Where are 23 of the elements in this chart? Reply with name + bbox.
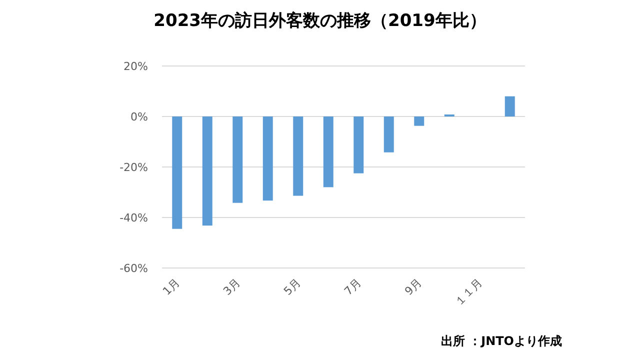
x-tick-label: 9月: [402, 276, 424, 298]
y-tick-label: -60%: [120, 262, 148, 275]
x-tick-label: 7月: [342, 276, 364, 298]
y-tick-label: -20%: [120, 161, 148, 174]
bar: [384, 116, 394, 152]
bar: [354, 116, 364, 174]
bar: [504, 96, 515, 116]
x-tick-label: 3月: [220, 276, 243, 298]
bar: [232, 116, 243, 203]
y-tick-label: -40%: [120, 212, 148, 224]
text: 出所 ：JNTOより作成: [440, 334, 562, 348]
bar: [414, 116, 424, 126]
x-tick-label: 1月: [160, 276, 182, 298]
x-tick-label: 5月: [281, 276, 304, 298]
bar: [262, 116, 273, 201]
bar: [172, 116, 182, 229]
bar: [202, 116, 212, 226]
bar: [293, 116, 304, 196]
x-tick-label: １１月: [452, 276, 485, 308]
chart-title: 2023年の訪日外客数の推移（2019年比）: [154, 11, 486, 31]
bar: [323, 116, 334, 188]
y-tick-label: 20%: [124, 60, 148, 73]
y-tick-label: 0%: [130, 110, 148, 124]
